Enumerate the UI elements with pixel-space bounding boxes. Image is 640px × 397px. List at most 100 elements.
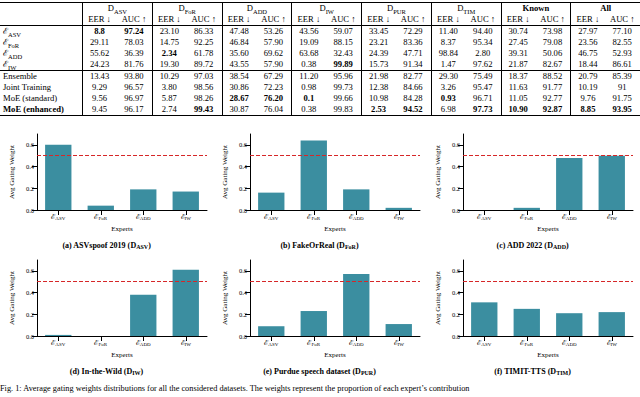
svg-text:ADD: ADD <box>353 342 364 347</box>
svg-text:): ) <box>141 367 144 376</box>
svg-text:0.6: 0.6 <box>452 141 461 148</box>
html-text:AUC ↑: AUC ↑ <box>261 14 286 24</box>
svg-text:): ) <box>373 367 376 376</box>
svg-text:FoR: FoR <box>524 342 533 347</box>
svg-text:0.4: 0.4 <box>452 289 461 296</box>
svg-text:FoR: FoR <box>98 216 107 221</box>
svg-text:0.6: 0.6 <box>26 267 35 274</box>
svg-text:0.6: 0.6 <box>239 267 248 274</box>
svg-text:ADD: ADD <box>553 244 567 250</box>
svg-text:0.4: 0.4 <box>452 163 461 170</box>
svg-text:0.0: 0.0 <box>26 207 34 214</box>
svg-text:Avg Gating Weight: Avg Gating Weight <box>8 145 16 199</box>
svg-text:0.0: 0.0 <box>452 333 460 340</box>
svg-text:IW: IW <box>185 342 192 347</box>
html-text:ℰASV: ℰASV <box>3 26 21 38</box>
svg-text:): ) <box>566 241 569 250</box>
svg-text:0.2: 0.2 <box>26 311 34 318</box>
svg-text:FoR: FoR <box>98 342 107 347</box>
svg-text:0.4: 0.4 <box>239 289 248 296</box>
svg-text:0.0: 0.0 <box>26 333 34 340</box>
svg-text:IW: IW <box>132 370 140 376</box>
svg-text:(e) Purdue speech dataset (: (e) Purdue speech dataset ( <box>263 367 355 376</box>
html-text:DASV: DASV <box>107 3 127 15</box>
svg-text:Experts: Experts <box>324 351 346 359</box>
svg-text:FoR: FoR <box>345 244 357 250</box>
html-text:EER ↓: EER ↓ <box>88 14 111 24</box>
svg-text:0.2: 0.2 <box>452 185 460 192</box>
svg-text:ASV: ASV <box>55 342 65 347</box>
svg-text:(b) FakeOrReal (: (b) FakeOrReal ( <box>280 241 339 250</box>
svg-text:ASV: ASV <box>268 342 278 347</box>
svg-text:0.2: 0.2 <box>26 185 34 192</box>
svg-text:ADD: ADD <box>566 342 577 347</box>
svg-text:ASV: ASV <box>481 342 491 347</box>
svg-text:Experts: Experts <box>111 351 133 359</box>
html-text:All: All <box>600 3 612 13</box>
svg-text:Experts: Experts <box>111 225 133 233</box>
svg-text:ASV: ASV <box>55 216 65 221</box>
svg-text:FoR: FoR <box>524 216 533 221</box>
html-text:AUC ↑: AUC ↑ <box>121 14 147 24</box>
svg-text:IW: IW <box>611 216 618 221</box>
html-text:DFoR: DFoR <box>178 3 196 15</box>
svg-text:ADD: ADD <box>353 216 364 221</box>
svg-text:ADD: ADD <box>140 342 151 347</box>
svg-text:): ) <box>568 367 571 376</box>
svg-text:IW: IW <box>611 342 618 347</box>
svg-text:0.2: 0.2 <box>239 185 247 192</box>
svg-text:(c) ADD 2022 (: (c) ADD 2022 ( <box>497 241 548 250</box>
svg-text:Experts: Experts <box>537 351 559 359</box>
svg-text:(d) In-the-Wild (: (d) In-the-Wild ( <box>70 367 127 376</box>
svg-text:0.0: 0.0 <box>452 207 460 214</box>
html-text:EER ↓: EER ↓ <box>158 14 181 24</box>
svg-text:ASV: ASV <box>136 244 149 250</box>
svg-text:0.4: 0.4 <box>239 163 248 170</box>
svg-text:0.2: 0.2 <box>452 311 460 318</box>
svg-text:Experts: Experts <box>537 225 559 233</box>
svg-text:0.6: 0.6 <box>26 141 35 148</box>
html-text:AUC ↑: AUC ↑ <box>330 14 356 24</box>
svg-text:IW: IW <box>185 216 192 221</box>
svg-text:Avg Gating Weight: Avg Gating Weight <box>221 271 229 325</box>
svg-text:0.4: 0.4 <box>26 163 35 170</box>
html-text:EER ↓: EER ↓ <box>367 14 390 24</box>
svg-text:TIM: TIM <box>556 370 568 376</box>
svg-text:FoR: FoR <box>311 342 320 347</box>
html-text:DPUR: DPUR <box>387 3 406 15</box>
html-text:ℰIW: ℰIW <box>3 59 17 71</box>
svg-text:0.6: 0.6 <box>452 267 461 274</box>
svg-text:0.6: 0.6 <box>239 141 248 148</box>
html-text:ℰFoR: ℰFoR <box>3 37 20 49</box>
svg-text:(f) TIMIT-TTS (: (f) TIMIT-TTS ( <box>494 367 550 376</box>
svg-text:(a) ASVspoof 2019 (: (a) ASVspoof 2019 ( <box>62 241 130 250</box>
html-text:DIW: DIW <box>319 3 334 15</box>
svg-text:Experts: Experts <box>324 225 346 233</box>
html-text:EER ↓: EER ↓ <box>227 14 251 24</box>
svg-text:ADD: ADD <box>140 216 151 221</box>
svg-text:IW: IW <box>398 342 405 347</box>
svg-text:): ) <box>356 241 359 250</box>
svg-text:ASV: ASV <box>481 216 491 221</box>
svg-text:0.0: 0.0 <box>239 207 247 214</box>
svg-text:0.2: 0.2 <box>239 311 247 318</box>
html-text:ℰADD: ℰADD <box>3 48 23 60</box>
svg-text:IW: IW <box>398 216 405 221</box>
svg-text:Avg Gating Weight: Avg Gating Weight <box>221 145 229 199</box>
svg-text:Avg Gating Weight: Avg Gating Weight <box>8 271 16 325</box>
html-text:AUC ↑: AUC ↑ <box>191 14 216 24</box>
html-text:AUC ↑: AUC ↑ <box>400 14 426 24</box>
html-text:DADD: DADD <box>246 3 268 15</box>
svg-text:Avg Gating Weight: Avg Gating Weight <box>434 271 442 325</box>
html-text:DTIM: DTIM <box>457 3 476 15</box>
svg-text:ASV: ASV <box>268 216 278 221</box>
html-text:EER ↓: EER ↓ <box>297 14 321 24</box>
svg-text:): ) <box>148 241 151 250</box>
svg-text:PUR: PUR <box>361 370 374 376</box>
svg-text:FoR: FoR <box>311 216 320 221</box>
svg-text:0.4: 0.4 <box>26 289 35 296</box>
svg-text:ADD: ADD <box>566 216 577 221</box>
svg-text:0.0: 0.0 <box>239 333 247 340</box>
html-text:Known: Known <box>522 3 550 13</box>
svg-text:Avg Gating Weight: Avg Gating Weight <box>434 145 442 199</box>
